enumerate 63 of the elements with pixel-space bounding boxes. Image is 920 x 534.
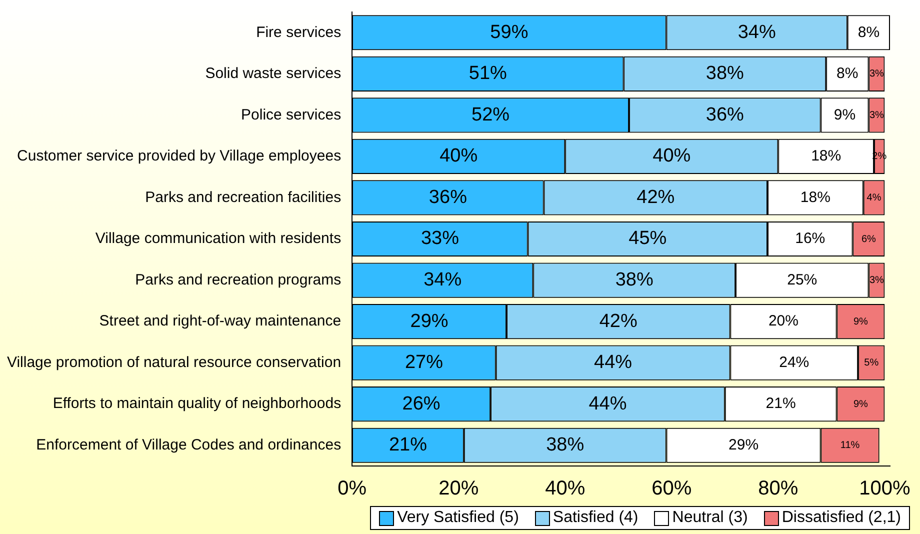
x-tick-label: 40%: [545, 478, 586, 500]
data-label: 3%: [869, 68, 884, 80]
y-tick-label: Customer service provided by Village employees: [17, 148, 342, 165]
y-tick-label: Parks and recreation programs: [135, 271, 342, 288]
data-label: 38%: [546, 434, 584, 456]
y-tick-label: Enforcement of Village Codes and ordinances: [36, 436, 342, 454]
data-label: 18%: [800, 188, 830, 206]
data-label: 29%: [728, 436, 759, 454]
data-label: 25%: [787, 271, 818, 288]
data-label: 38%: [615, 270, 654, 291]
x-tick-label: 0%: [338, 478, 367, 500]
data-label: 44%: [594, 352, 632, 374]
x-tick-label: 100%: [859, 478, 910, 500]
x-tick-label: 80%: [758, 478, 798, 500]
data-label: 11%: [840, 440, 860, 452]
data-label: 3%: [869, 275, 884, 286]
data-label: 8%: [858, 24, 880, 41]
data-label: 42%: [636, 186, 675, 208]
y-tick-label: Solid waste services: [205, 65, 342, 82]
data-label: 40%: [440, 146, 478, 167]
y-tick-label: Village promotion of natural resource conservation: [6, 354, 342, 371]
data-label: 44%: [588, 393, 627, 414]
data-label: 18%: [811, 148, 842, 165]
data-label: 33%: [420, 228, 460, 250]
data-label: 40%: [652, 146, 691, 167]
data-label: 34%: [738, 22, 776, 43]
legend-label: Very Satisfied (5): [397, 509, 519, 527]
x-tick-label: 20%: [438, 478, 479, 500]
data-label: 51%: [468, 63, 508, 84]
data-label: 36%: [428, 186, 468, 208]
data-label: 3%: [869, 110, 884, 121]
x-tick-label: 60%: [652, 478, 692, 500]
legend-label: Neutral (3): [672, 509, 748, 527]
data-label: 8%: [836, 65, 858, 82]
data-label: 45%: [628, 228, 667, 250]
data-label: 38%: [706, 63, 744, 84]
data-label: 36%: [706, 104, 744, 126]
data-label: 4%: [866, 192, 882, 204]
data-label: 29%: [410, 310, 448, 332]
y-tick-label: Street and right-of-way maintenance: [99, 312, 342, 330]
y-tick-label: Village communication with residents: [95, 230, 342, 248]
data-label: 42%: [599, 310, 638, 332]
data-label: 24%: [779, 354, 810, 371]
y-tick-label: Fire services: [256, 24, 342, 41]
y-tick-label: Parks and recreation facilities: [145, 188, 342, 206]
data-label: 34%: [424, 270, 462, 291]
data-label: 9%: [853, 398, 868, 410]
data-label: 5%: [864, 358, 879, 369]
y-tick-label: Efforts to maintain quality of neighborhoods: [52, 395, 342, 412]
y-tick-label: Police services: [241, 106, 342, 124]
data-label: 16%: [795, 230, 826, 248]
data-label: 27%: [404, 352, 444, 374]
data-label: 21%: [766, 395, 796, 412]
data-label: 26%: [402, 393, 440, 414]
data-label: 9%: [853, 316, 868, 328]
legend-label: Dissatisfied (2,1): [782, 509, 901, 527]
data-label: 20%: [768, 312, 798, 330]
text: Satisfied (4): [552, 509, 638, 527]
data-label: 52%: [472, 104, 510, 126]
data-label: 6%: [861, 234, 876, 245]
data-label: 21%: [388, 434, 428, 456]
data-label: 9%: [834, 106, 856, 124]
data-label: 59%: [490, 22, 528, 43]
